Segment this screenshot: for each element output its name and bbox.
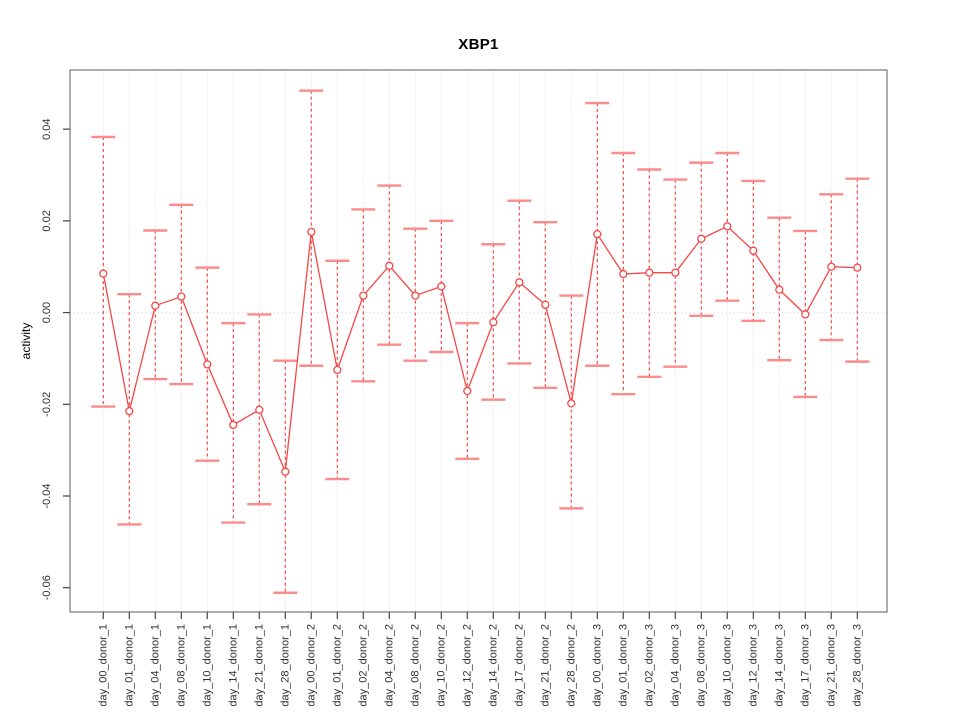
x-tick-label: day_01_donor_2 xyxy=(331,624,343,707)
x-tick-label: day_10_donor_3 xyxy=(721,624,733,707)
data-point xyxy=(541,300,550,309)
y-tick-label: -0.02 xyxy=(41,392,53,417)
plot-border xyxy=(69,69,888,613)
y-tick-label: -0.04 xyxy=(41,483,53,508)
data-point xyxy=(411,291,420,300)
data-point xyxy=(827,262,836,271)
x-tick-label: day_08_donor_3 xyxy=(695,624,707,707)
x-tick-label: day_00_donor_2 xyxy=(305,624,317,707)
data-point xyxy=(515,278,524,287)
y-tick-label: 0.02 xyxy=(41,210,53,231)
series-line xyxy=(102,225,858,475)
x-tick-label: day_08_donor_2 xyxy=(409,624,421,707)
x-tick-label: day_21_donor_2 xyxy=(539,624,551,707)
data-point xyxy=(151,301,160,310)
data-point xyxy=(463,386,472,396)
x-tick-label: day_04_donor_3 xyxy=(669,624,681,707)
data-point xyxy=(229,420,238,430)
data-point xyxy=(385,261,394,270)
data-point xyxy=(775,285,784,294)
x-tick-label: day_01_donor_3 xyxy=(617,624,629,707)
x-tick-label: day_08_donor_1 xyxy=(175,624,187,707)
x-tick-label: day_12_donor_3 xyxy=(747,624,759,707)
data-point xyxy=(671,268,680,277)
x-tick-label: day_14_donor_3 xyxy=(773,624,785,707)
x-tick-label: day_02_donor_2 xyxy=(357,624,369,707)
data-point xyxy=(307,227,316,237)
chart-title: XBP1 xyxy=(458,36,499,53)
data-point xyxy=(619,269,628,279)
data-point xyxy=(749,246,758,255)
data-point xyxy=(281,467,290,476)
data-point xyxy=(853,263,862,272)
y-tick-label: 0.04 xyxy=(41,118,53,139)
data-point xyxy=(593,230,602,239)
data-point xyxy=(567,399,576,408)
data-point xyxy=(801,310,810,319)
data-point xyxy=(125,407,134,416)
x-tick-label: day_00_donor_1 xyxy=(97,624,109,707)
data-point xyxy=(723,222,732,231)
x-tick-label: day_01_donor_1 xyxy=(123,624,135,707)
x-tick-label: day_04_donor_2 xyxy=(383,624,395,707)
x-tick-label: day_14_donor_2 xyxy=(487,624,499,707)
data-point xyxy=(697,234,706,243)
y-tick-label: 0.00 xyxy=(41,302,53,323)
x-tick-label: day_10_donor_2 xyxy=(435,624,447,707)
data-point xyxy=(255,405,264,414)
data-point xyxy=(333,365,342,375)
x-tick-label: day_28_donor_3 xyxy=(851,624,863,707)
x-tick-label: day_28_donor_1 xyxy=(279,624,291,707)
x-tick-label: day_00_donor_3 xyxy=(591,624,603,707)
data-point xyxy=(359,291,368,300)
data-point xyxy=(437,282,446,291)
data-point xyxy=(645,268,654,277)
x-tick-label: day_28_donor_2 xyxy=(565,624,577,707)
x-tick-label: day_17_donor_2 xyxy=(513,624,525,707)
x-tick-label: day_21_donor_1 xyxy=(253,624,265,707)
x-tick-label: day_10_donor_1 xyxy=(201,624,213,707)
y-tick-label: -0.06 xyxy=(41,575,53,600)
x-tick-label: day_02_donor_3 xyxy=(643,624,655,707)
data-point xyxy=(177,292,186,301)
x-tick-label: day_12_donor_2 xyxy=(461,624,473,707)
x-tick-label: day_21_donor_3 xyxy=(825,624,837,707)
data-point xyxy=(99,269,108,278)
x-tick-label: day_14_donor_1 xyxy=(227,624,239,707)
data-point xyxy=(203,360,212,369)
data-point xyxy=(489,318,498,327)
x-tick-label: day_04_donor_1 xyxy=(149,624,161,707)
x-tick-label: day_17_donor_3 xyxy=(799,624,811,707)
